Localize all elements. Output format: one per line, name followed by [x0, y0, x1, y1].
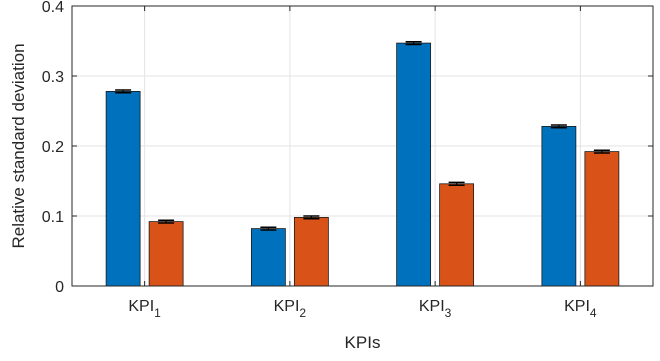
y-tick-label: 0: [55, 279, 64, 296]
bar-s1-c4: [541, 126, 577, 287]
x-tick-label: KPI1: [128, 298, 161, 320]
y-axis-label: Relative standard deviation: [9, 43, 28, 248]
bar-s1-c2: [250, 228, 286, 287]
x-axis-ticks: KPI1 KPI2 KPI3 KPI4: [128, 6, 597, 320]
y-tick-label: 0.4: [42, 0, 64, 16]
y-axis-ticks: 0 0.1 0.2 0.3 0.4: [42, 0, 653, 296]
bars: [105, 42, 620, 287]
x-tick-subscript: 1: [154, 306, 161, 320]
bar-s1-c3: [396, 42, 432, 287]
bar-s1-c1: [105, 91, 141, 287]
x-tick-label: KPI2: [274, 298, 307, 320]
y-tick-label: 0.1: [42, 209, 64, 226]
bar-s2-c4: [584, 151, 620, 287]
bar-s2-c1: [148, 221, 184, 287]
error-bars: [115, 40, 610, 231]
x-tick-subscript: 2: [299, 306, 306, 320]
bar-s2-c2: [293, 216, 329, 287]
x-tick-label: KPI3: [419, 298, 452, 320]
x-axis-label: KPIs: [345, 333, 381, 352]
x-tick-label: KPI4: [564, 298, 597, 320]
bar-s2-c3: [439, 183, 475, 287]
x-tick-subscript: 4: [590, 306, 597, 320]
x-tick-subscript: 3: [445, 306, 452, 320]
y-tick-label: 0.2: [42, 139, 64, 156]
y-tick-label: 0.3: [42, 69, 64, 86]
